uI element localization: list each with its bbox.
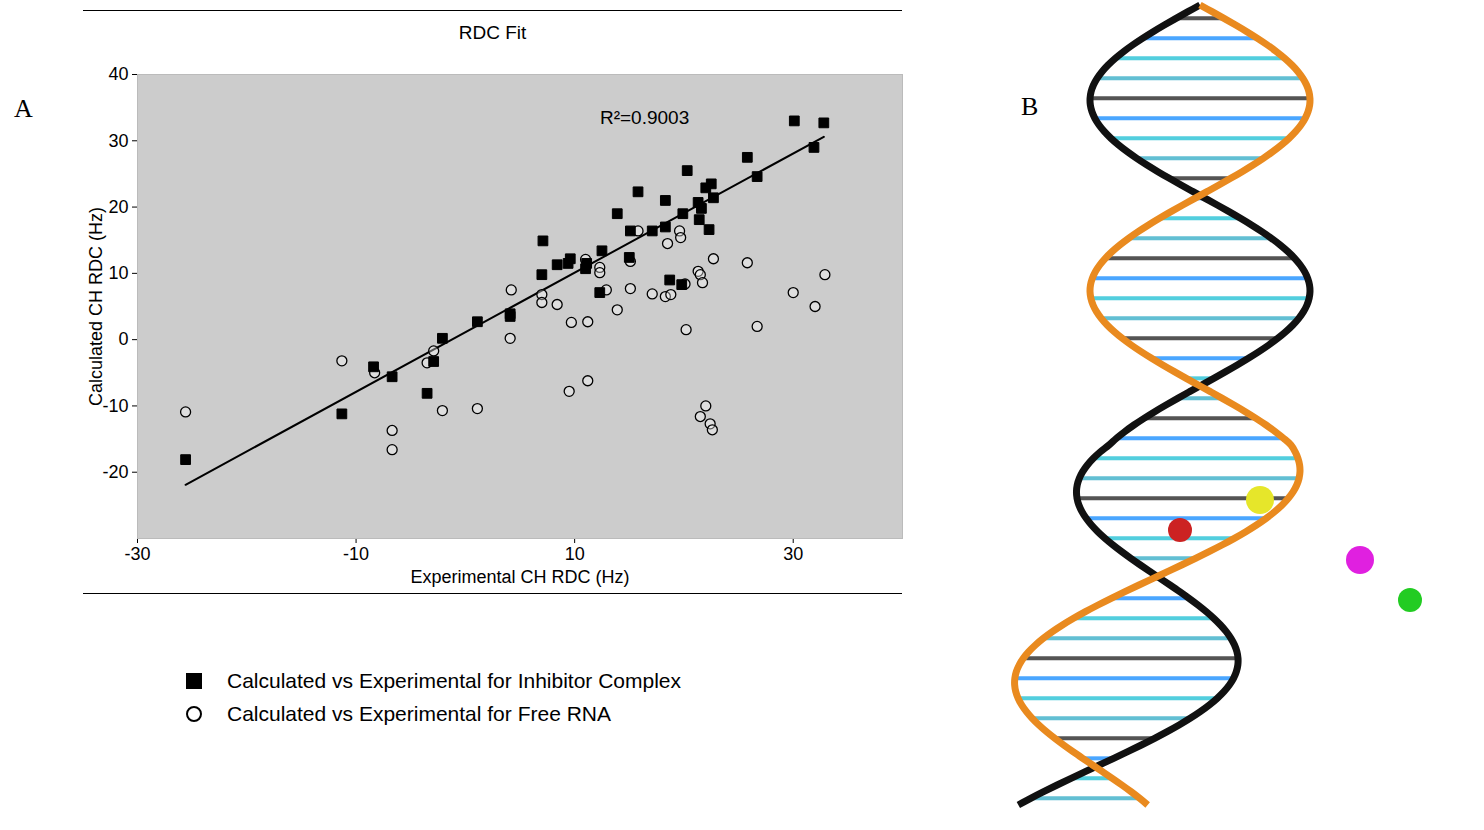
html-text:RDC Fit: RDC Fit — [458, 22, 527, 43]
svg-text:Experimental CH RDC (Hz): Experimental CH RDC (Hz) — [410, 567, 629, 587]
svg-text:40: 40 — [108, 64, 128, 84]
svg-text:30: 30 — [783, 544, 803, 564]
svg-text:Calculated CH RDC (Hz): Calculated CH RDC (Hz) — [86, 207, 106, 406]
svg-text:-10: -10 — [343, 544, 369, 564]
svg-text:0: 0 — [118, 329, 128, 349]
html-text:A: A — [14, 94, 33, 123]
html-text:Calculated vs Experimental for: Calculated vs Experimental for Inhibitor… — [227, 668, 681, 692]
svg-text:20: 20 — [108, 197, 128, 217]
svg-text:-20: -20 — [102, 462, 128, 482]
svg-text:-10: -10 — [102, 396, 128, 416]
html-text:Calculated vs Experimental for: Calculated vs Experimental for Free RNA — [227, 701, 611, 725]
svg-text:R²=0.9003: R²=0.9003 — [600, 107, 689, 128]
svg-text:-30: -30 — [124, 544, 150, 564]
html-text:B: B — [1021, 92, 1039, 121]
svg-text:10: 10 — [565, 544, 585, 564]
svg-text:10: 10 — [108, 263, 128, 283]
svg-text:30: 30 — [108, 131, 128, 151]
